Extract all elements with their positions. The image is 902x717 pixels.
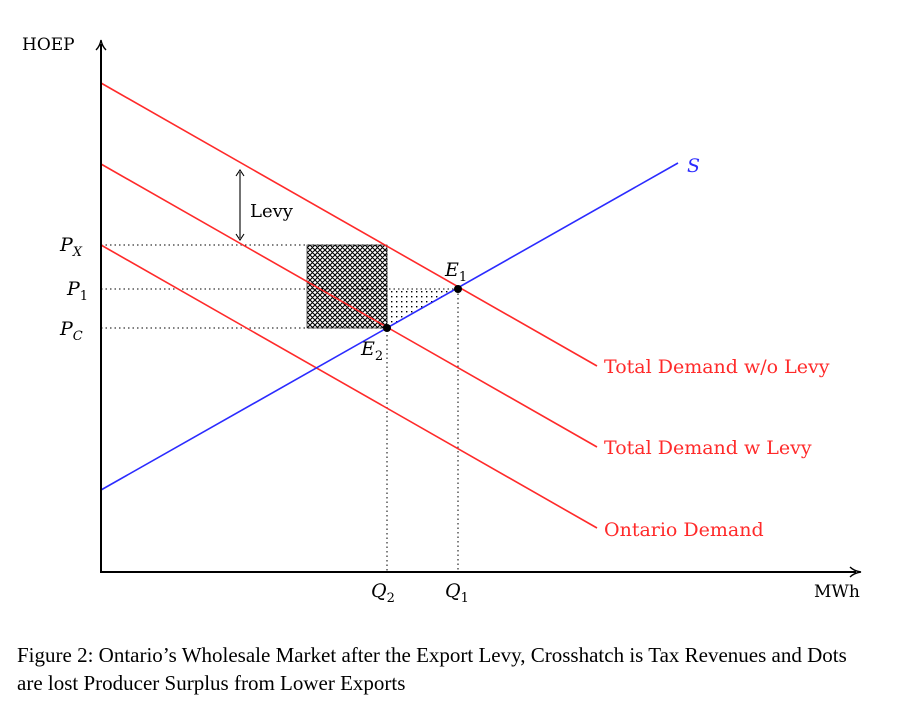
y-axis-arrowhead — [95, 39, 107, 51]
ontario-demand-label: Ontario Demand — [604, 519, 764, 541]
supply-label: S — [687, 155, 700, 177]
y-axis-label: HOEP — [22, 35, 75, 55]
q1-label: Q1 — [445, 580, 469, 606]
axes — [95, 39, 862, 578]
x-axis-arrowhead — [849, 566, 862, 578]
p1-label: P1 — [66, 278, 88, 304]
e2-point — [383, 324, 391, 332]
market-diagram: Levy HOEP MWh PX P1 PC Q2 Q1 E1 E2 S Tot… — [22, 35, 862, 606]
levy-arrow — [235, 169, 245, 241]
e1-label: E1 — [444, 259, 467, 285]
levy-label: Levy — [250, 201, 294, 222]
total-demand-wo-levy-line — [100, 82, 598, 367]
pc-label: PC — [59, 318, 83, 344]
e1-point — [454, 285, 462, 293]
px-label: PX — [59, 234, 83, 260]
e2-label: E2 — [360, 338, 383, 364]
figure-caption: Figure 2: Ontario’s Wholesale Market aft… — [17, 643, 847, 695]
ontario-demand-line — [100, 244, 598, 529]
x-axis-label: MWh — [814, 582, 860, 602]
total-demand-w-levy-line — [100, 163, 598, 448]
total-demand-wo-levy-label: Total Demand w/o Levy — [604, 356, 830, 378]
q2-label: Q2 — [371, 580, 395, 606]
total-demand-w-levy-label: Total Demand w Levy — [604, 437, 812, 459]
tax-revenue-crosshatch — [306, 244, 388, 329]
